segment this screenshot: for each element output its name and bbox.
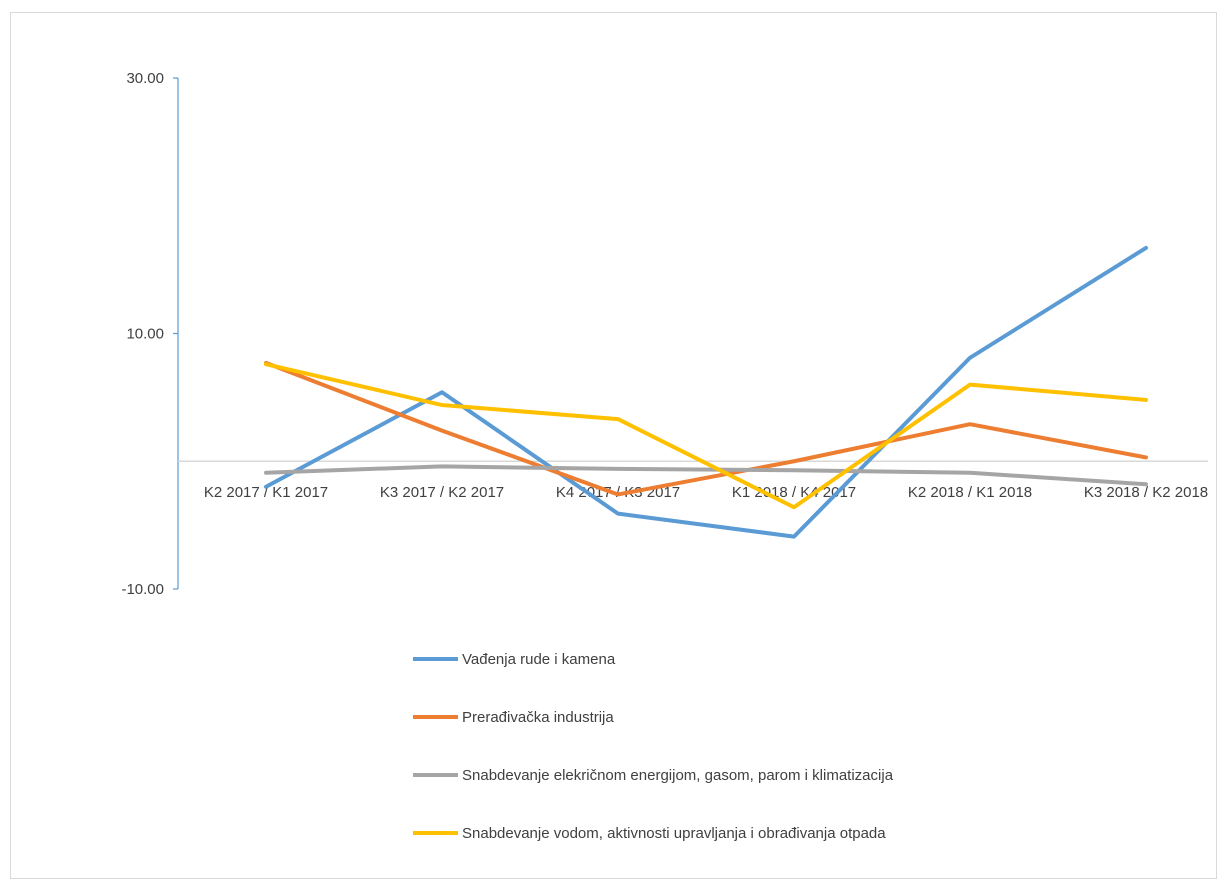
x-category-label: K2 2018 / K1 2018 bbox=[908, 484, 1032, 501]
legend-label: Snabdevanje elekričnom energijom, gasom,… bbox=[462, 767, 894, 784]
y-tick-label: -10.00 bbox=[121, 581, 164, 598]
x-category-label: K3 2018 / K2 2018 bbox=[1084, 484, 1208, 501]
legend: Vađenja rude i kamena Prerađivačka indust… bbox=[413, 651, 894, 842]
series-lines bbox=[264, 245, 1148, 539]
x-category-label: K3 2017 / K2 2017 bbox=[380, 484, 504, 501]
series-line-4 bbox=[264, 362, 1148, 510]
y-tick-label: 30.00 bbox=[126, 70, 164, 87]
x-category-label: K1 2018 / K4 2017 bbox=[732, 484, 856, 501]
series-line-1 bbox=[264, 245, 1148, 539]
legend-label: Prerađivačka industrija bbox=[462, 709, 614, 726]
series-line-3 bbox=[264, 464, 1148, 487]
y-axis: 30.00 10.00 -10.00 bbox=[121, 70, 179, 598]
legend-label: Vađenja rude i kamena bbox=[462, 651, 616, 668]
chart-frame bbox=[10, 12, 1217, 879]
y-tick-label: 10.00 bbox=[126, 326, 164, 343]
series-line-2 bbox=[264, 360, 1148, 497]
x-category-label: K2 2017 / K1 2017 bbox=[204, 484, 328, 501]
legend-label: Snabdevanje vodom, aktivnosti upravljanj… bbox=[462, 825, 886, 842]
